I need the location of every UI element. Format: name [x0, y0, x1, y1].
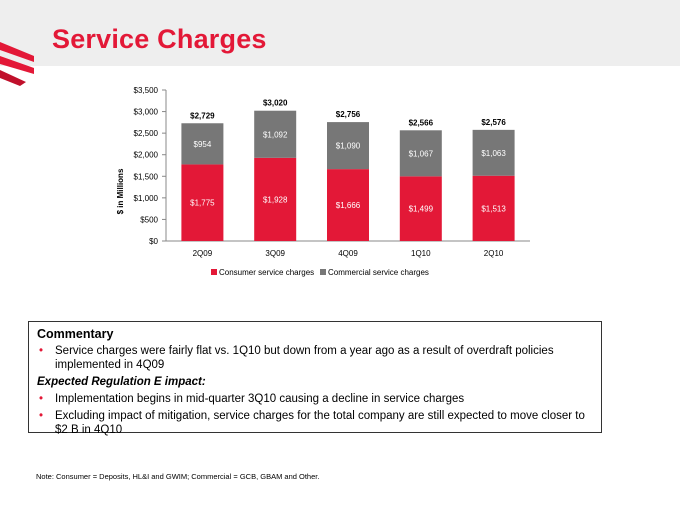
y-tick-label: $0	[149, 237, 158, 246]
data-label-total: $2,729	[190, 111, 215, 120]
bullet-glyph: •	[39, 345, 44, 357]
bar-consumer	[254, 157, 297, 241]
stacked-bar-chart: $0 $500 $1,000 $1,500 $2,000 $2,500 $3,000 $3,5…	[116, 86, 530, 277]
y-axis-title: $ in Millions	[116, 168, 125, 214]
page-title: Service Charges	[52, 24, 267, 54]
x-tick-label: 1Q10	[411, 249, 431, 258]
bar-consumer	[399, 176, 442, 241]
data-label-total: $3,020	[263, 99, 288, 108]
data-label-consumer: $1,499	[409, 205, 434, 214]
data-label-commercial: $1,067	[409, 149, 434, 158]
x-tick-label: 4Q09	[338, 249, 358, 258]
data-label-commercial: $1,092	[263, 130, 288, 139]
legend-label-consumer: Consumer service charges	[219, 268, 314, 277]
data-label-total: $2,756	[336, 110, 361, 119]
legend-label-commercial: Commercial service charges	[328, 268, 429, 277]
bar-commercial	[399, 130, 442, 177]
commentary-bullet-text: Excluding impact of mitigation, service …	[55, 410, 585, 436]
y-tick-label: $3,000	[134, 108, 159, 117]
bullet-glyph: •	[39, 393, 44, 405]
data-label-consumer: $1,513	[481, 204, 506, 213]
data-label-commercial: $954	[194, 140, 212, 149]
regulation-e-heading: Expected Regulation E impact:	[37, 376, 206, 388]
bar-consumer	[181, 164, 224, 241]
y-tick-label: $1,000	[134, 194, 159, 203]
data-label-consumer: $1,775	[190, 199, 215, 208]
brand-flag-icon	[0, 42, 34, 86]
bar-commercial	[327, 122, 369, 170]
data-label-total: $2,566	[409, 118, 434, 127]
x-tick-label: 2Q09	[193, 249, 213, 258]
y-tick-label: $2,500	[134, 129, 159, 138]
bar-consumer	[472, 175, 515, 241]
bullet-glyph: •	[39, 410, 44, 422]
footnote: Note: Consumer = Deposits, HL&I and GWIM…	[36, 472, 320, 481]
bar-commercial	[181, 123, 224, 165]
data-label-commercial: $1,063	[481, 149, 506, 158]
header-band	[0, 0, 680, 66]
commentary-bullet-text: Implementation begins in mid-quarter 3Q1…	[55, 393, 465, 405]
legend-swatch-consumer	[211, 269, 217, 275]
y-tick-label: $2,000	[134, 151, 159, 160]
commentary-bullet: • Service charges were fairly flat vs. 1…	[37, 344, 593, 372]
commentary-bullet: • Excluding impact of mitigation, servic…	[37, 409, 593, 437]
data-label-consumer: $1,928	[263, 195, 288, 204]
x-tick-label: 3Q09	[265, 249, 285, 258]
data-label-consumer: $1,666	[336, 201, 361, 210]
commentary-heading: Commentary	[37, 327, 114, 341]
x-tick-label: 2Q10	[484, 249, 504, 258]
y-tick-label: $500	[140, 215, 158, 224]
commentary-box: Commentary • Service charges were fairly…	[28, 321, 602, 436]
y-tick-label: $1,500	[134, 172, 159, 181]
commentary-bullet: • Implementation begins in mid-quarter 3…	[37, 392, 593, 406]
bar-commercial	[254, 110, 297, 158]
commentary-bullet-text: Service charges were fairly flat vs. 1Q1…	[55, 345, 554, 371]
data-label-total: $2,576	[481, 118, 506, 127]
bar-consumer	[327, 169, 369, 241]
y-tick-label: $3,500	[134, 86, 159, 95]
legend-swatch-commercial	[320, 269, 326, 275]
data-label-commercial: $1,090	[336, 142, 361, 151]
bar-commercial	[472, 129, 515, 176]
